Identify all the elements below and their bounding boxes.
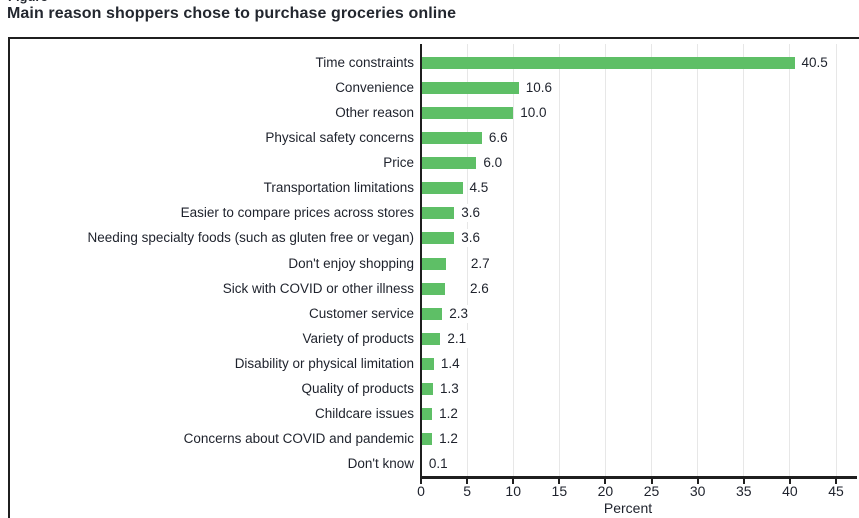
x-tick-label: 20 bbox=[597, 483, 614, 499]
category-label: Easier to compare prices across stores bbox=[180, 205, 414, 221]
value-label: 2.1 bbox=[445, 329, 469, 348]
gridline bbox=[604, 44, 606, 477]
category-label: Quality of products bbox=[301, 380, 414, 396]
figure-caption-partial-text: Figure bbox=[8, 0, 128, 4]
x-tick-label: 5 bbox=[463, 483, 471, 499]
category-label: Variety of products bbox=[302, 330, 414, 346]
category-label: Customer service bbox=[308, 305, 414, 321]
category-label: Don't know bbox=[347, 456, 414, 471]
bar bbox=[421, 332, 441, 345]
value-label: 3.6 bbox=[459, 204, 482, 223]
category-label: Physical safety concerns bbox=[265, 130, 414, 146]
x-tick-mark bbox=[466, 479, 469, 484]
value-label: 1.3 bbox=[437, 379, 461, 398]
category-label: Time constraints bbox=[315, 55, 414, 70]
bar bbox=[421, 407, 433, 420]
value-label: 6.0 bbox=[481, 154, 505, 173]
gridline bbox=[789, 44, 791, 477]
category-label: Sick with COVID or other illness bbox=[222, 280, 414, 296]
category-label: Concerns about COVID and pandemic bbox=[183, 430, 414, 446]
category-label: Needing specialty foods (such as gluten … bbox=[87, 230, 414, 246]
bar bbox=[421, 57, 795, 69]
bar bbox=[421, 257, 446, 270]
gridline bbox=[558, 44, 560, 477]
bar bbox=[421, 307, 443, 320]
x-tick-label: 30 bbox=[689, 483, 706, 499]
category-label: Transportation limitations bbox=[263, 180, 414, 196]
value-label: 40.5 bbox=[799, 54, 830, 72]
x-tick-mark bbox=[835, 479, 837, 484]
x-tick-mark bbox=[650, 479, 653, 484]
value-label: 3.6 bbox=[459, 229, 482, 248]
bar bbox=[421, 132, 482, 145]
bar bbox=[421, 157, 477, 170]
value-label: 2.3 bbox=[447, 304, 470, 323]
x-axis-label: Percent bbox=[603, 500, 653, 516]
x-tick-mark bbox=[742, 479, 745, 484]
x-tick-mark bbox=[512, 479, 515, 484]
x-tick-label: 0 bbox=[417, 483, 425, 499]
bar bbox=[421, 232, 455, 245]
gridline bbox=[466, 44, 468, 477]
figure-caption-partial: Figure bbox=[8, 0, 128, 4]
category-label: Childcare issues bbox=[314, 405, 414, 421]
x-tick-label: 25 bbox=[643, 483, 660, 499]
x-tick-label: 45 bbox=[828, 483, 844, 499]
gridline bbox=[512, 44, 514, 477]
gridline bbox=[743, 44, 745, 477]
x-tick-label: 40 bbox=[782, 483, 798, 499]
bar bbox=[421, 107, 514, 120]
x-tick-label: 35 bbox=[735, 483, 752, 499]
bar bbox=[421, 82, 519, 95]
value-label: 1.2 bbox=[437, 404, 460, 423]
x-tick-mark bbox=[558, 479, 561, 484]
bar bbox=[421, 182, 463, 195]
gridline bbox=[651, 44, 653, 477]
chart-title: Main reason shoppers chose to purchase g… bbox=[7, 5, 457, 22]
gridline bbox=[835, 44, 837, 477]
value-label: 10.6 bbox=[523, 79, 555, 98]
category-label: Don't enjoy shopping bbox=[288, 255, 414, 271]
category-label: Other reason bbox=[335, 105, 414, 121]
value-label: 6.6 bbox=[486, 129, 510, 148]
x-tick-label: 10 bbox=[505, 483, 521, 499]
x-axis-line bbox=[420, 476, 857, 479]
bar bbox=[421, 357, 434, 370]
value-label: 4.5 bbox=[467, 179, 491, 198]
category-label: Price bbox=[383, 155, 414, 171]
x-tick-mark bbox=[604, 479, 607, 484]
x-tick-mark bbox=[788, 479, 791, 484]
value-label: 2.7 bbox=[468, 254, 492, 273]
value-label: 0.1 bbox=[426, 455, 450, 473]
bar bbox=[421, 207, 455, 220]
gridline bbox=[697, 44, 699, 477]
y-axis-line bbox=[420, 44, 422, 479]
value-label: 1.2 bbox=[437, 429, 460, 448]
value-label: 2.6 bbox=[467, 279, 491, 298]
category-label: Disability or physical limitation bbox=[234, 355, 414, 371]
x-tick-mark bbox=[420, 479, 422, 484]
value-label: 1.4 bbox=[438, 354, 462, 373]
x-tick-label: 15 bbox=[551, 483, 568, 499]
category-label: Convenience bbox=[335, 80, 414, 96]
x-tick-mark bbox=[696, 479, 699, 484]
value-label: 10.0 bbox=[518, 104, 549, 123]
bar bbox=[421, 432, 433, 445]
bar bbox=[421, 282, 445, 295]
bar bbox=[421, 382, 433, 395]
